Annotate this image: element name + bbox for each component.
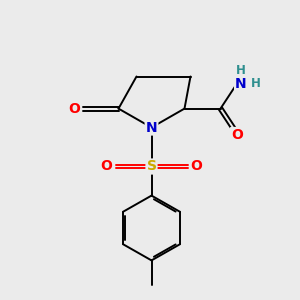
Text: O: O <box>100 160 112 173</box>
Text: O: O <box>231 128 243 142</box>
Text: S: S <box>146 160 157 173</box>
Text: N: N <box>235 77 247 91</box>
Text: O: O <box>190 160 202 173</box>
Text: H: H <box>236 64 246 77</box>
Text: N: N <box>146 121 157 134</box>
Text: O: O <box>68 102 80 116</box>
Text: H: H <box>251 77 261 90</box>
